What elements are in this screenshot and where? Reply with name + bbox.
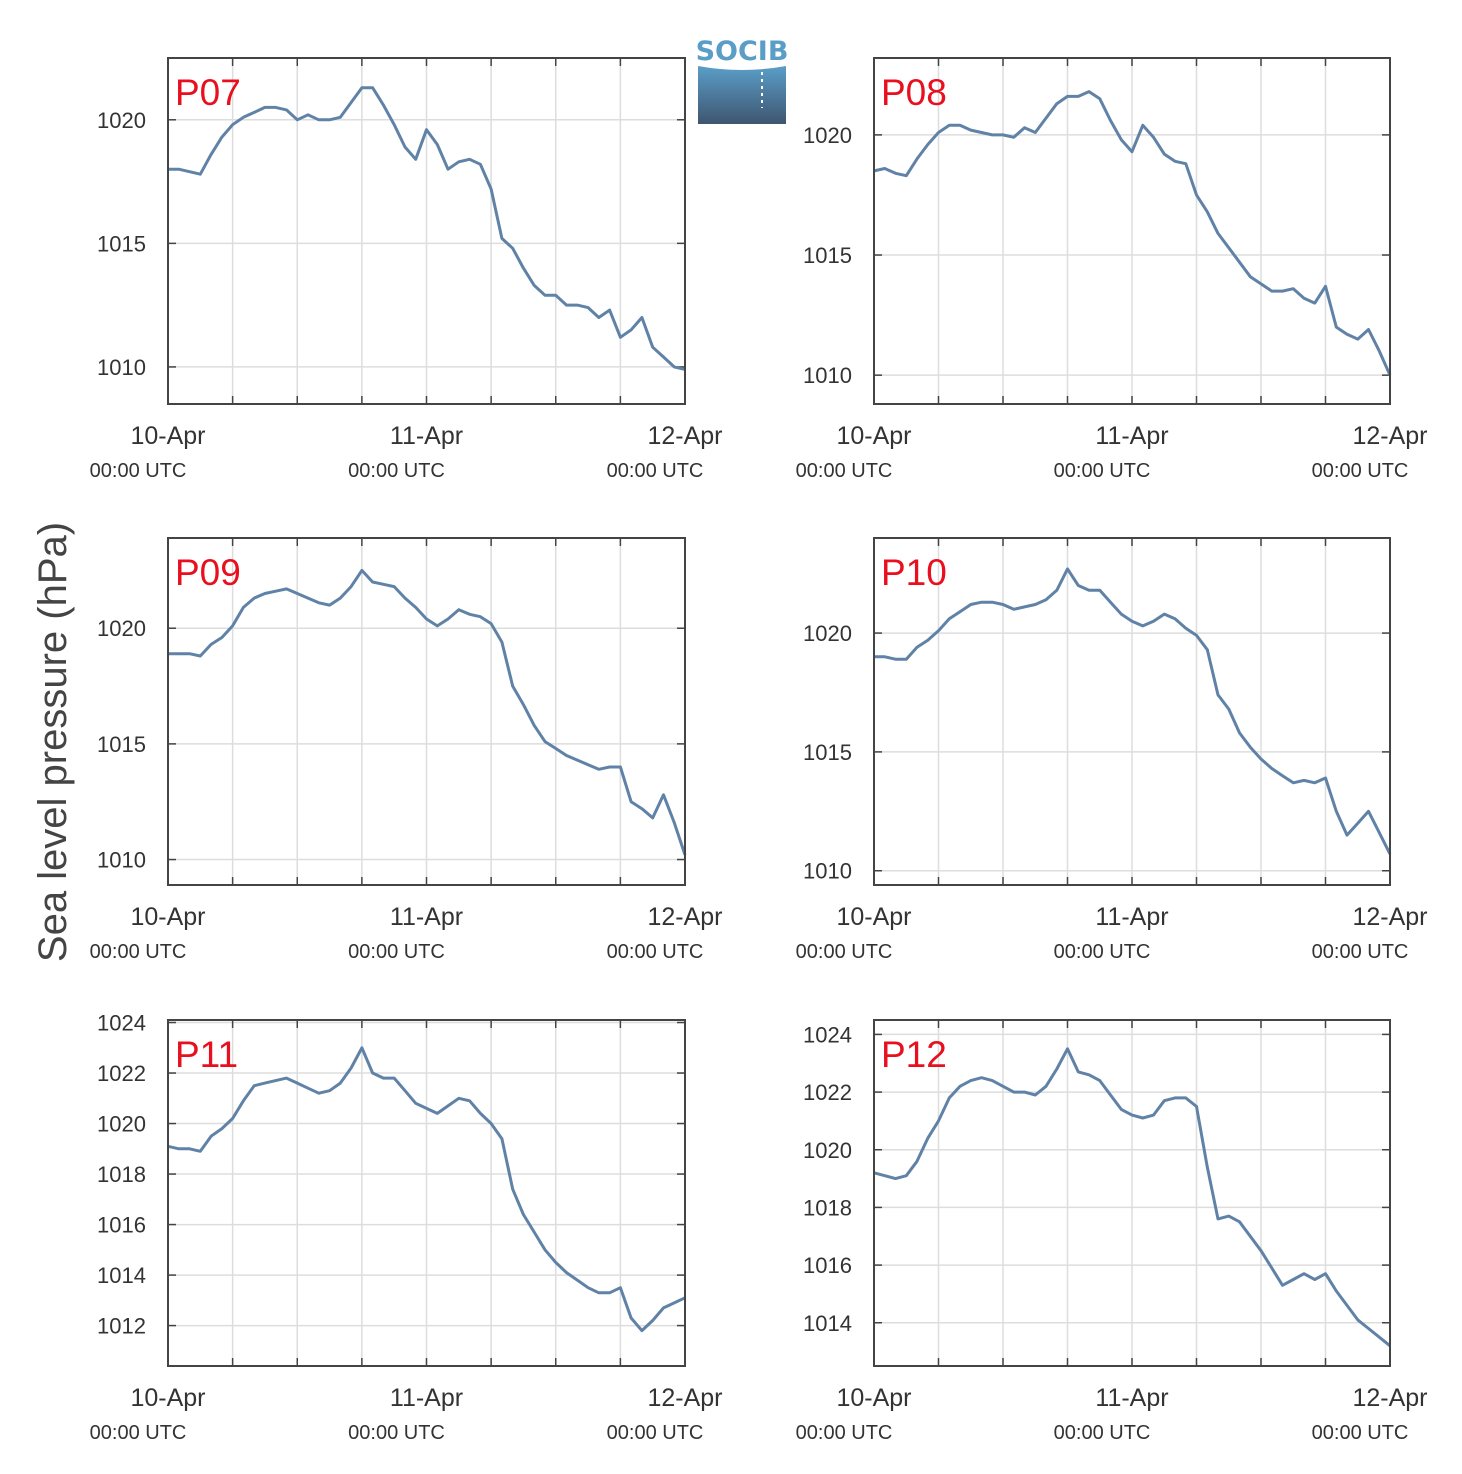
y-tick-label: 1010 [803, 859, 852, 884]
y-tick-label: 1012 [97, 1314, 146, 1339]
x-tick-label-time: 00:00 UTC [607, 941, 704, 963]
axes-frame [873, 1019, 1391, 1367]
y-tick-label: 1020 [97, 616, 146, 641]
panel-p09: 1010 1015 1020 10-Apr 00:00 UTC 11-Apr 00:00 U… [90, 537, 723, 963]
x-tick-label-time: 00:00 UTC [1312, 941, 1409, 963]
y-tick-label: 1016 [97, 1213, 146, 1238]
axes-frame [167, 1019, 686, 1367]
station-label-p10: P10 [881, 552, 947, 593]
y-tick-label: 1020 [97, 1112, 146, 1137]
x-tick-label-time: 00:00 UTC [348, 1422, 445, 1444]
y-tick-label: 1018 [97, 1162, 146, 1187]
x-tick-label-time: 00:00 UTC [90, 1422, 187, 1444]
panel-p07: 1010 1015 1020 10-Apr 00:00 UTC 11-Apr 00:00 U… [90, 57, 723, 482]
x-tick-label-time: 00:00 UTC [348, 941, 445, 963]
y-tick-label: 1020 [803, 123, 852, 148]
x-tick-label-date: 10-Apr [130, 903, 205, 931]
series-line-p09 [168, 568, 687, 856]
x-tick-label-date: 10-Apr [836, 422, 911, 450]
series-line-p10 [874, 567, 1392, 855]
axes-frame [167, 57, 686, 405]
x-tick-label-date: 12-Apr [647, 903, 722, 931]
y-tick-label: 1010 [97, 355, 146, 380]
panel-p12: 1014 1016 1018 1020 1022 1024 10-Apr 00:00 UTC 1… [796, 1019, 1428, 1444]
y-tick-label: 1022 [803, 1080, 852, 1105]
y-tick-label: 1014 [97, 1263, 146, 1288]
y-tick-label: 1018 [803, 1195, 852, 1220]
x-tick-label-date: 12-Apr [647, 422, 722, 450]
x-tick-label-date: 11-Apr [390, 422, 463, 450]
x-tick-label-date: 11-Apr [1095, 903, 1168, 931]
x-tick-label-time: 00:00 UTC [607, 1422, 704, 1444]
x-tick-label-time: 00:00 UTC [1054, 460, 1151, 482]
x-tick-label-time: 00:00 UTC [1312, 1422, 1409, 1444]
x-tick-label-date: 10-Apr [836, 1384, 911, 1412]
x-tick-label-date: 11-Apr [390, 1384, 463, 1412]
x-tick-label-date: 12-Apr [1352, 1384, 1427, 1412]
y-axis-label: Sea level pressure (hPa) [31, 522, 75, 962]
y-tick-label: 1024 [803, 1022, 852, 1047]
x-tick-label-date: 10-Apr [130, 422, 205, 450]
x-tick-label-date: 12-Apr [647, 1384, 722, 1412]
axes-frame [873, 57, 1391, 405]
y-tick-label: 1015 [803, 243, 852, 268]
socib-logo: SOCIB [696, 36, 789, 124]
x-tick-label-time: 00:00 UTC [1054, 1422, 1151, 1444]
y-tick-label: 1020 [803, 621, 852, 646]
x-tick-label-time: 00:00 UTC [90, 460, 187, 482]
panel-p11: 1012 1014 1016 1018 1020 1022 1024 10-Apr 00:00 … [90, 1011, 723, 1444]
x-tick-label-date: 10-Apr [130, 1384, 205, 1412]
x-tick-label-date: 11-Apr [1095, 422, 1168, 450]
series-line-p08 [873, 90, 1392, 376]
y-tick-label: 1015 [97, 231, 146, 256]
x-tick-label-date: 11-Apr [1095, 1384, 1168, 1412]
x-tick-label-date: 12-Apr [1352, 422, 1427, 450]
y-tick-label: 1016 [803, 1253, 852, 1278]
y-tick-label: 1010 [97, 848, 146, 873]
x-tick-label-date: 11-Apr [390, 903, 463, 931]
station-label-p08: P08 [881, 72, 947, 113]
x-tick-label-time: 00:00 UTC [796, 941, 893, 963]
y-tick-label: 1020 [97, 108, 146, 133]
y-tick-label: 1010 [803, 363, 852, 388]
axes-frame [167, 537, 686, 886]
socib-logo-wave-icon [698, 66, 786, 124]
y-tick-label: 1015 [803, 740, 852, 765]
station-label-p07: P07 [175, 72, 241, 113]
panel-p08: 1010 1015 1020 10-Apr 00:00 UTC 11-Apr 00:00 U… [796, 57, 1428, 482]
x-tick-label-date: 12-Apr [1352, 903, 1427, 931]
x-tick-label-time: 00:00 UTC [796, 460, 893, 482]
socib-logo-text: SOCIB [696, 36, 789, 67]
y-tick-label: 1022 [97, 1061, 146, 1086]
y-tick-label: 1014 [803, 1311, 852, 1336]
series-line-p11 [167, 1046, 686, 1333]
y-tick-label: 1024 [97, 1011, 146, 1036]
x-tick-label-time: 00:00 UTC [796, 1422, 893, 1444]
series-line-p12 [873, 1047, 1391, 1347]
station-label-p12: P12 [881, 1034, 947, 1075]
y-tick-label: 1020 [803, 1138, 852, 1163]
station-label-p09: P09 [175, 552, 241, 593]
x-tick-label-date: 10-Apr [836, 903, 911, 931]
x-tick-label-time: 00:00 UTC [348, 460, 445, 482]
x-tick-label-time: 00:00 UTC [90, 941, 187, 963]
y-tick-label: 1015 [97, 732, 146, 757]
station-label-p11: P11 [175, 1034, 238, 1075]
x-tick-label-time: 00:00 UTC [1312, 460, 1409, 482]
axes-frame [873, 537, 1391, 886]
x-tick-label-time: 00:00 UTC [1054, 941, 1151, 963]
panel-p10: 1010 1015 1020 10-Apr 00:00 UTC 11-Apr 00:00 U… [796, 537, 1428, 963]
panels: 1010 1015 1020 10-Apr 00:00 UTC 11-Apr 00:00 U… [90, 57, 1428, 1444]
x-tick-label-time: 00:00 UTC [607, 460, 704, 482]
series-line-p07 [168, 86, 686, 371]
